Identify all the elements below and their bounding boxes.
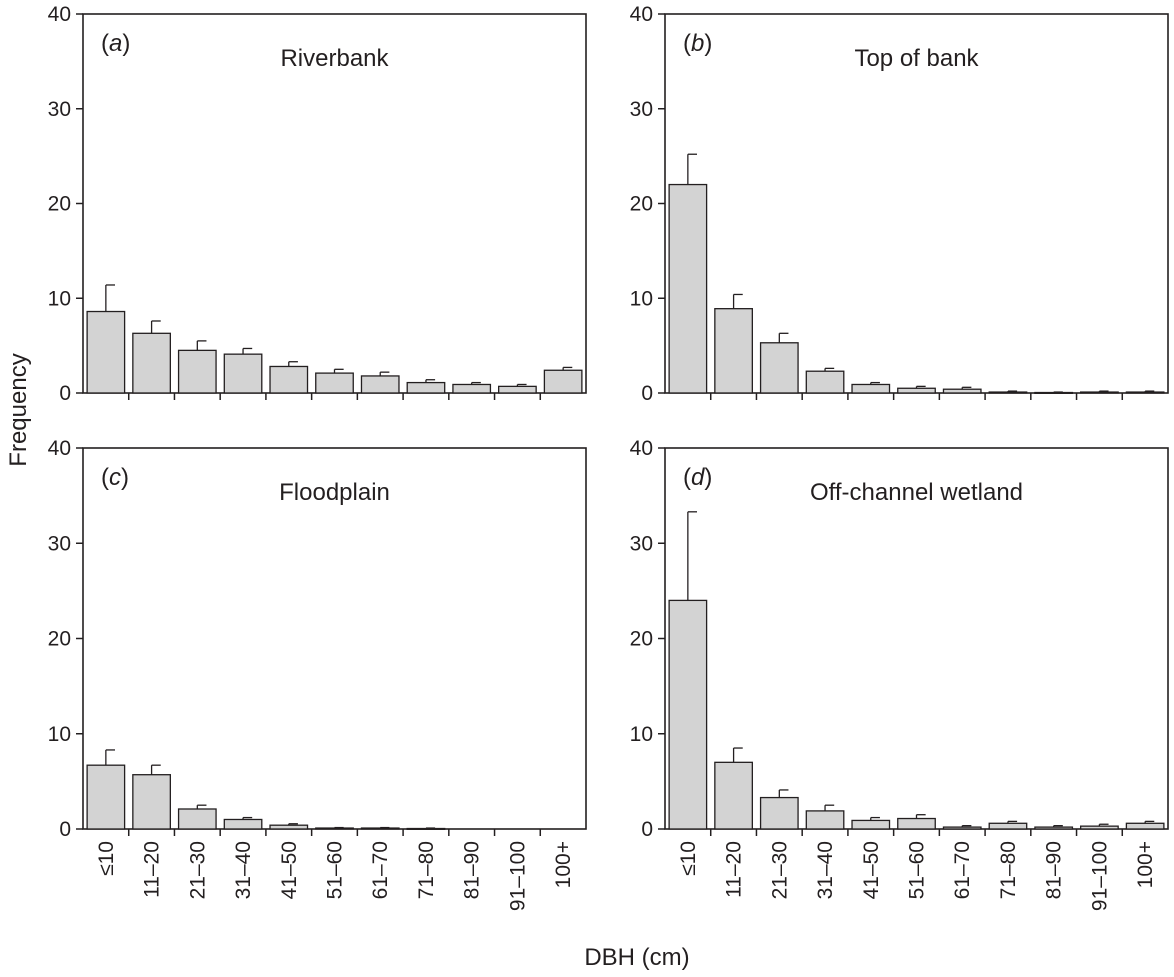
bar [132, 774, 171, 830]
y-tick-label: 20 [630, 193, 653, 216]
x-tick-label: 21–30 [186, 841, 209, 899]
panel-title: Off-channel wetland [810, 479, 1023, 506]
bar [759, 342, 799, 394]
x-tick-label: 21–30 [768, 841, 791, 899]
y-tick-label: 30 [48, 532, 71, 555]
bar [668, 599, 708, 830]
panel-letter: (c) [101, 464, 129, 491]
bar [132, 332, 171, 394]
x-tick-label: 51–60 [324, 841, 347, 899]
panel-b: 0 10 20 30 40 (b) Top of bank [630, 3, 1169, 405]
y-tick-label: 20 [48, 193, 71, 216]
x-tick-label: 71–80 [997, 841, 1020, 899]
x-tick-label: 61–70 [369, 841, 392, 899]
bar [269, 365, 309, 394]
panel-letter: (d) [683, 464, 712, 491]
y-tick-label: 0 [641, 382, 653, 405]
x-tick-label: 31–40 [814, 841, 837, 899]
bar [851, 383, 891, 394]
x-tick-label: 100+ [1134, 841, 1157, 888]
y-tick-label: 30 [48, 98, 71, 121]
bar [360, 375, 400, 394]
panel-letter: (a) [101, 30, 130, 57]
x-tick-label: 31–40 [232, 841, 255, 899]
bar [177, 349, 217, 394]
bar [452, 383, 492, 394]
bar [543, 369, 583, 394]
bar [1034, 391, 1074, 394]
y-tick-label: 0 [59, 382, 71, 405]
x-axis-title: DBH (cm) [584, 944, 689, 971]
y-tick-label: 30 [630, 98, 653, 121]
bar [988, 822, 1028, 830]
bar [1125, 391, 1165, 394]
bar [942, 826, 982, 830]
bar [86, 310, 126, 394]
panel-a: 0 10 20 30 40 (a) Riverbank [48, 3, 587, 405]
x-tick-label: 91–100 [506, 841, 529, 911]
y-tick-label: 40 [48, 3, 71, 26]
y-tick-label: 0 [59, 818, 71, 841]
bar [988, 391, 1028, 394]
x-tick-label: 91–100 [1088, 841, 1111, 911]
bar [406, 827, 446, 830]
bar [1080, 825, 1119, 830]
x-tick-label: 41–50 [860, 841, 883, 899]
x-tick-label: 71–80 [415, 841, 438, 899]
y-tick-label: 0 [641, 818, 653, 841]
x-tick-label: 81–90 [1043, 841, 1066, 899]
x-tick-label: ≤10 [677, 841, 700, 876]
y-tick-label: 30 [630, 532, 653, 555]
bar [805, 370, 845, 394]
bar [269, 824, 309, 830]
bar [498, 385, 537, 394]
y-tick-label: 10 [630, 723, 653, 746]
bar [897, 387, 936, 394]
x-tick-label: 11–20 [723, 841, 746, 898]
bar [315, 372, 354, 394]
x-tick-label: 61–70 [951, 841, 974, 899]
y-tick-label: 10 [630, 287, 653, 310]
y-tick-label: 40 [630, 3, 653, 26]
y-tick-label: 10 [48, 723, 71, 746]
panel-letter: (b) [683, 30, 712, 57]
y-tick-label: 10 [48, 287, 71, 310]
y-tick-label: 40 [630, 437, 653, 460]
bar [759, 796, 799, 830]
panel-title: Floodplain [279, 479, 390, 506]
panel-d: 0 10 20 30 40 ≤10 11–20 21–30 31–40 41–50 51–60 61–… [630, 437, 1169, 911]
x-tick-label: 81–90 [461, 841, 484, 899]
bar [1080, 391, 1119, 394]
bar [668, 183, 708, 394]
bar [1125, 822, 1165, 830]
bar [942, 388, 982, 394]
bar [86, 764, 126, 830]
x-tick-label: 11–20 [141, 841, 164, 898]
bar [315, 827, 354, 830]
bar [714, 308, 753, 394]
bar [897, 817, 936, 830]
bar [223, 353, 263, 394]
y-tick-label: 40 [48, 437, 71, 460]
bar [360, 827, 400, 830]
bar [805, 810, 845, 830]
bar [1034, 826, 1074, 830]
x-tick-label: ≤10 [95, 841, 118, 876]
bar [177, 808, 217, 830]
bar [406, 381, 446, 394]
panel-c: 0 10 20 30 40 ≤10 11–20 21–30 31–40 41–50 51–60 61–… [48, 437, 587, 911]
panel-title: Riverbank [280, 45, 389, 72]
bar [851, 819, 891, 830]
x-tick-label: 51–60 [906, 841, 929, 899]
x-tick-label: 100+ [552, 841, 575, 888]
bar [223, 818, 263, 830]
y-tick-label: 20 [48, 628, 71, 651]
y-axis-title: Frequency [5, 353, 32, 466]
bar [714, 761, 753, 830]
panel-title: Top of bank [854, 45, 979, 72]
x-tick-label: 41–50 [278, 841, 301, 899]
y-tick-label: 20 [630, 628, 653, 651]
